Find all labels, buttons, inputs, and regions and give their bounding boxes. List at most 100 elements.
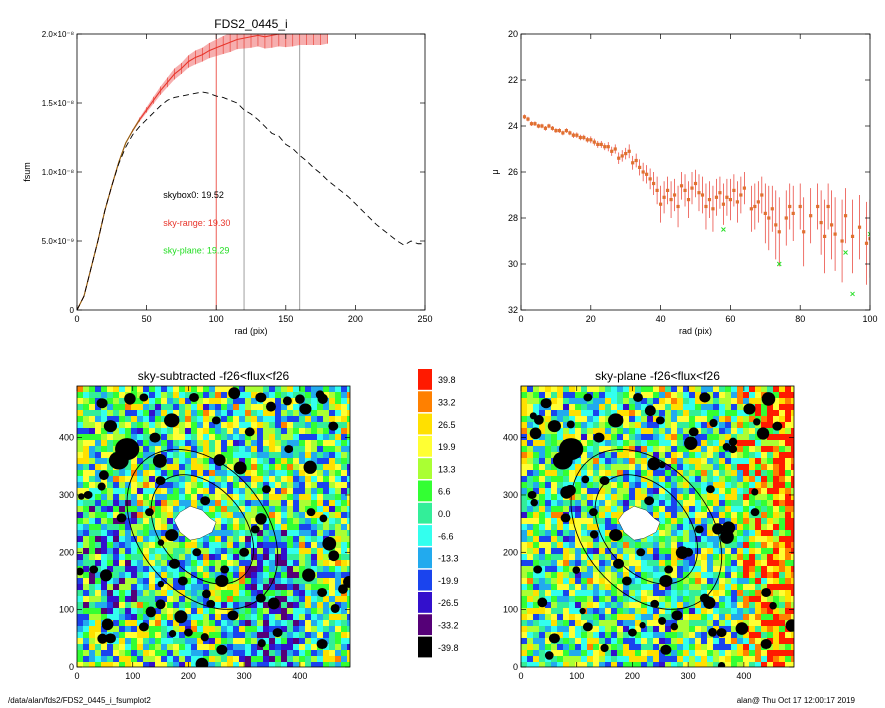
map-cell — [179, 656, 186, 663]
map-cell — [155, 428, 162, 435]
map-cell — [203, 410, 210, 417]
map-cell — [257, 404, 264, 411]
map-cell — [521, 386, 528, 393]
map-cell — [233, 458, 240, 465]
map-cell — [209, 422, 216, 429]
map-cell — [677, 542, 684, 549]
map-cell — [563, 602, 570, 609]
map-cell — [701, 584, 708, 591]
map-cell — [83, 572, 90, 579]
map-cell — [731, 416, 738, 423]
map-cell — [599, 530, 606, 537]
map-cell — [113, 404, 120, 411]
map-cell — [665, 662, 672, 667]
map-cell — [707, 614, 714, 621]
map-cell — [629, 650, 636, 657]
masked-source — [138, 622, 149, 632]
map-cell — [611, 524, 618, 531]
map-cell — [575, 524, 582, 531]
colorbar-label: 39.8 — [438, 375, 456, 385]
map-cell — [299, 548, 306, 555]
map-cell — [611, 542, 618, 549]
map-cell — [755, 530, 762, 537]
map-cell — [311, 500, 318, 507]
map-cell — [227, 434, 234, 441]
map-cell — [335, 548, 342, 555]
map-cell — [605, 500, 612, 507]
map-cell — [677, 518, 684, 525]
masked-source — [530, 498, 538, 507]
map-cell — [719, 440, 726, 447]
data-point — [725, 195, 729, 199]
map-cell — [587, 548, 594, 555]
map-cell — [617, 524, 624, 531]
map-cell — [731, 512, 738, 519]
map-cell — [563, 428, 570, 435]
map-cell — [689, 536, 696, 543]
map-cell — [341, 608, 348, 615]
map-cell — [155, 386, 162, 393]
map-cell — [551, 398, 558, 405]
map-cell — [569, 524, 576, 531]
map-cell — [665, 458, 672, 465]
map-cell — [563, 404, 570, 411]
map-cell — [95, 566, 102, 573]
map-cell — [275, 422, 282, 429]
map-cell — [779, 578, 786, 585]
map-cell — [671, 422, 678, 429]
map-cell — [209, 542, 216, 549]
x-tick-label: 100 — [209, 314, 224, 324]
map-cell — [275, 464, 282, 471]
map-cell — [605, 662, 612, 667]
masked-source — [211, 416, 221, 425]
x-tick-label: 400 — [292, 671, 307, 681]
map-cell — [83, 656, 90, 663]
map-cell — [677, 386, 684, 393]
map-cell — [701, 638, 708, 645]
map-cell — [683, 464, 690, 471]
map-cell — [749, 386, 756, 393]
colorbar-swatch — [418, 413, 432, 435]
map-cell — [575, 638, 582, 645]
map-cell — [755, 542, 762, 549]
map-cell — [635, 446, 642, 453]
map-cell — [137, 428, 144, 435]
map-cell — [527, 620, 534, 627]
map-cell — [185, 452, 192, 459]
map-cell — [215, 440, 222, 447]
map-cell — [251, 416, 258, 423]
map-cell — [767, 650, 774, 657]
map-cell — [269, 530, 276, 537]
map-cell — [629, 602, 636, 609]
map-cell — [533, 506, 540, 513]
map-cell — [749, 566, 756, 573]
map-cell — [611, 596, 618, 603]
map-cell — [599, 602, 606, 609]
map-cell — [263, 632, 270, 639]
data-point — [840, 239, 844, 243]
map-cell — [713, 428, 720, 435]
map-cell — [545, 632, 552, 639]
map-cell — [317, 596, 324, 603]
map-cell — [569, 572, 576, 579]
map-cell — [569, 464, 576, 471]
map-cell — [203, 458, 210, 465]
map-cell — [581, 398, 588, 405]
map-cell — [347, 518, 350, 525]
map-cell — [647, 470, 654, 477]
map-cell — [239, 602, 246, 609]
masked-source — [772, 421, 783, 431]
map-cell — [719, 452, 726, 459]
map-cell — [263, 452, 270, 459]
map-cell — [767, 548, 774, 555]
map-cell — [341, 416, 348, 423]
map-cell — [521, 554, 528, 561]
map-cell — [785, 548, 792, 555]
map-cell — [233, 500, 240, 507]
map-cell — [161, 530, 168, 537]
map-cell — [575, 488, 582, 495]
map-cell — [239, 554, 246, 561]
map-cell — [635, 422, 642, 429]
map-cell — [257, 410, 264, 417]
map-cell — [701, 608, 708, 615]
